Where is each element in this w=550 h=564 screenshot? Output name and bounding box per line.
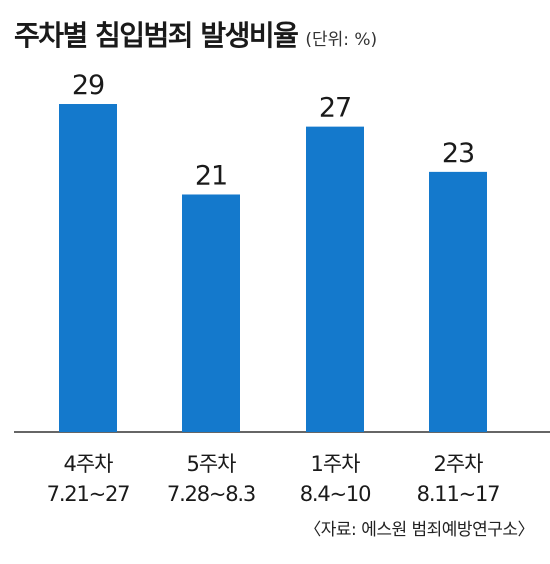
unit-label: (단위: %) (305, 30, 378, 50)
tick-range-4: 8.11~17 (417, 482, 500, 506)
bar-4 (429, 171, 487, 432)
data-label-2: 21 (195, 160, 227, 191)
chart-title: 주차별 침입범죄 발생비율 (14, 19, 299, 52)
source-note: 〈자료: 에스원 범죄예방연구소〉 (304, 520, 534, 540)
data-label-4: 23 (442, 138, 474, 169)
tick-range-2: 7.28~8.3 (167, 482, 255, 506)
title-row: 주차별 침입범죄 발생비율 (단위: %) (14, 14, 377, 54)
bar-1 (59, 104, 117, 432)
tick-range-3: 8.4~10 (300, 482, 371, 506)
bar-3 (306, 126, 364, 432)
data-label-3: 27 (319, 93, 351, 124)
tick-label-4: 2주차 (433, 452, 483, 476)
tick-label-1: 4주차 (63, 452, 113, 476)
tick-label-2: 5주차 (186, 452, 236, 476)
tick-range-1: 7.21~27 (47, 482, 130, 506)
bar-2 (182, 194, 240, 432)
data-label-1: 29 (72, 70, 104, 101)
tick-label-3: 1주차 (310, 452, 360, 476)
